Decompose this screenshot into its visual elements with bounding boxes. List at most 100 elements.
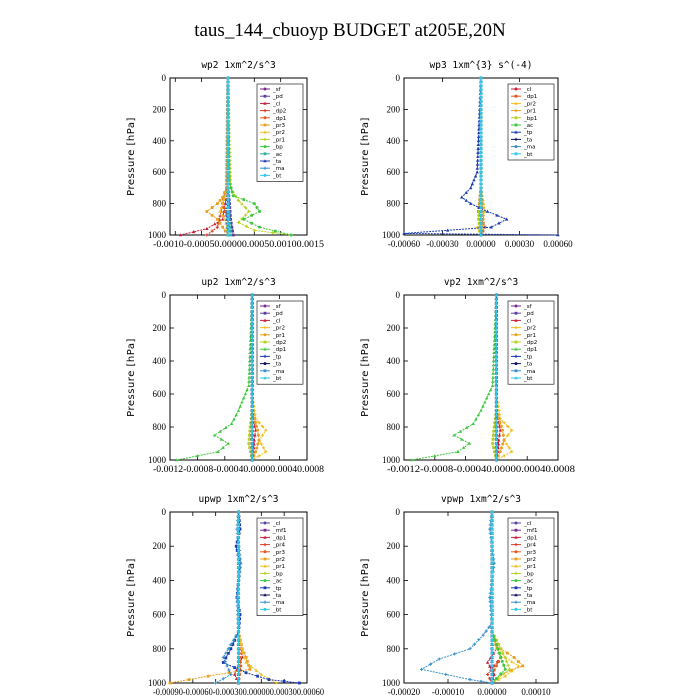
data-point	[486, 672, 490, 677]
data-point	[485, 660, 490, 664]
y-tick-label: 1000	[382, 455, 401, 465]
chart-panel-1: wp2 1xm^2/s^3 Pressure [hPa] 0 200 400 600 800…	[126, 60, 325, 249]
data-point	[479, 206, 483, 209]
data-point	[490, 587, 494, 591]
data-point	[264, 428, 268, 432]
legend-label: _ta	[272, 593, 281, 599]
legend-marker	[514, 354, 518, 358]
data-point	[494, 643, 498, 647]
data-point	[254, 668, 258, 672]
data-point	[218, 221, 222, 225]
data-point	[479, 166, 483, 170]
data-point	[479, 679, 483, 683]
data-point	[237, 540, 240, 544]
y-axis-label: Pressure [hPa]	[360, 558, 371, 637]
legend: _sf_pd_cl _pr2_pr1_dp2_dp1_tp _ta_ma_bt	[507, 300, 555, 385]
data-point	[517, 660, 520, 664]
data-point	[490, 672, 494, 676]
legend-label: _pd	[523, 311, 534, 317]
data-point	[437, 657, 441, 661]
data-point	[494, 317, 499, 322]
data-point	[494, 383, 499, 388]
data-point	[494, 664, 498, 668]
data-point	[510, 659, 514, 663]
legend-marker	[263, 564, 267, 568]
y-axis-label: Pressure [hPa]	[126, 338, 137, 417]
data-point	[247, 363, 252, 367]
data-point	[498, 450, 502, 454]
data-point	[494, 342, 499, 346]
data-point	[444, 672, 448, 677]
data-point	[494, 458, 499, 462]
legend-label: _pr2	[272, 130, 285, 136]
data-point	[226, 143, 230, 147]
data-point	[215, 225, 220, 229]
data-point	[479, 92, 483, 96]
legend-marker	[263, 333, 267, 337]
chart-panel-6: vpwp 1xm^2/s^3 Pressure [hPa] 0 200 400 600 80…	[360, 494, 559, 697]
y-tick-label: 400	[153, 136, 167, 146]
data-point	[226, 178, 230, 182]
data-point	[237, 574, 240, 578]
data-point	[490, 638, 494, 642]
data-point	[497, 651, 501, 655]
legend-marker	[263, 593, 267, 597]
data-point	[493, 450, 496, 454]
plot-frame	[169, 294, 308, 461]
legend-marker	[263, 145, 267, 149]
data-point	[238, 404, 242, 408]
data-point	[237, 519, 240, 523]
data-point	[226, 107, 230, 111]
data-point	[237, 527, 240, 531]
panel-title: vp2 1xm^2/s^3	[444, 277, 518, 288]
y-tick-label: 1000	[148, 678, 167, 688]
y-tick-label: 1000	[382, 230, 401, 240]
legend-label: _sf	[272, 87, 282, 93]
legend: _cl_mf1_dp1_pr4_pr3_pr2_pr1_bp_ac_tp_ta_…	[256, 517, 304, 616]
data-point	[237, 561, 240, 565]
data-point	[233, 666, 237, 670]
data-point	[491, 371, 495, 375]
data-point	[491, 375, 495, 379]
data-point	[487, 392, 491, 396]
data-point	[479, 135, 483, 139]
legend-label: _tp	[272, 354, 282, 360]
data-point	[226, 213, 230, 217]
legend-marker	[514, 109, 518, 113]
legend-marker	[514, 557, 518, 561]
data-point	[220, 201, 225, 205]
data-point	[494, 301, 499, 305]
legend: _sf_pd_cl _dp2_dp1_pr3_pr2_pr1 _bp_ac_ta_m…	[256, 83, 304, 182]
data-point	[475, 162, 480, 166]
data-point	[497, 433, 502, 437]
legend-label: _pd	[272, 311, 283, 317]
legend-marker	[263, 354, 267, 358]
data-point	[499, 647, 503, 651]
data-point	[226, 162, 230, 166]
legend-marker	[514, 369, 518, 373]
data-point	[494, 379, 499, 383]
data-point	[493, 638, 497, 642]
data-point	[226, 96, 230, 100]
data-point	[212, 433, 217, 437]
data-point	[479, 170, 483, 174]
data-point	[503, 674, 507, 678]
data-point	[239, 646, 244, 650]
plot-frame	[403, 294, 559, 461]
data-point	[465, 425, 469, 429]
data-point	[476, 154, 480, 158]
data-point	[250, 326, 254, 330]
y-tick-label: 200	[153, 104, 167, 114]
data-point	[498, 428, 502, 432]
x-tick-label: 0.00030	[505, 239, 535, 249]
data-point	[491, 442, 494, 445]
data-point	[250, 412, 254, 416]
legend-label: _dp1	[523, 535, 537, 541]
y-axis-label: Pressure [hPa]	[126, 558, 137, 637]
x-tick-label: 0.00000	[477, 687, 507, 697]
data-point	[477, 638, 481, 642]
data-point	[237, 553, 240, 557]
data-point	[506, 424, 510, 429]
data-point	[510, 428, 514, 432]
legend-label: _sf	[272, 304, 282, 310]
